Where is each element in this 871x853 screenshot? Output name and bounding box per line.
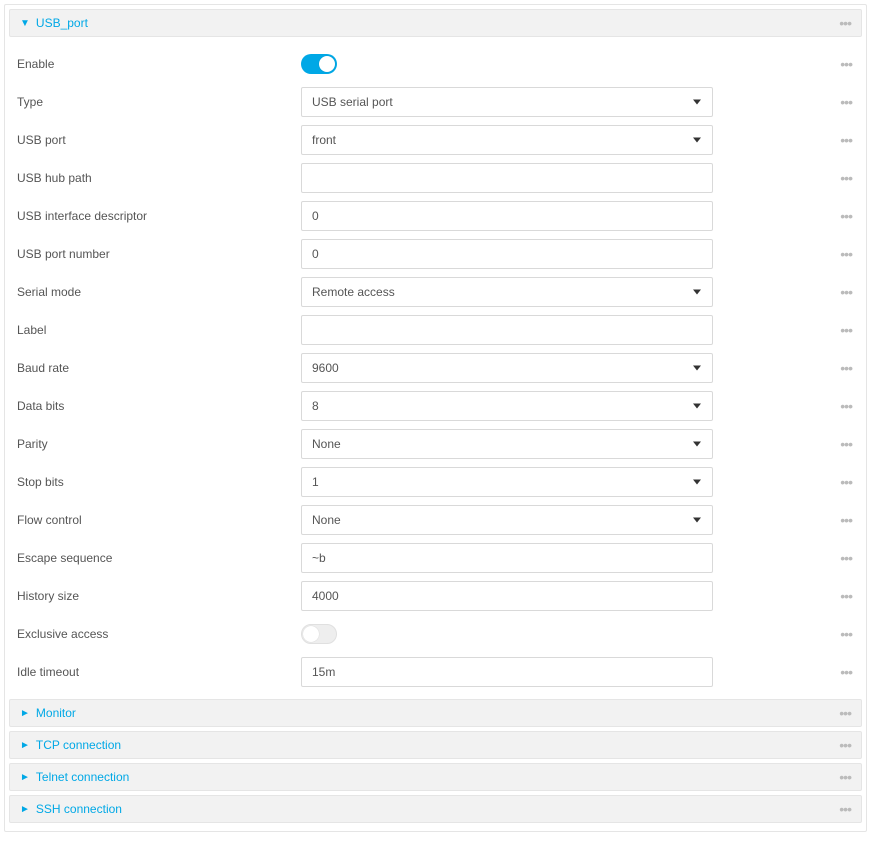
label-idle-timeout: Idle timeout	[11, 665, 301, 679]
label-parity: Parity	[11, 437, 301, 451]
caret-right-icon: ►	[20, 708, 30, 719]
toggle-enable[interactable]	[301, 54, 337, 74]
select-type[interactable]	[301, 87, 713, 117]
row-type: Type •••	[11, 83, 860, 121]
row-flow-control: Flow control •••	[11, 501, 860, 539]
row-menu-icon[interactable]: •••	[839, 15, 851, 31]
label-enable: Enable	[11, 57, 301, 71]
row-usb-hub-path: USB hub path •••	[11, 159, 860, 197]
row-stop-bits: Stop bits •••	[11, 463, 860, 501]
label-history-size: History size	[11, 589, 301, 603]
row-menu-icon[interactable]: •••	[840, 474, 860, 490]
row-exclusive-access: Exclusive access •••	[11, 615, 860, 653]
input-escape-sequence[interactable]	[301, 543, 713, 573]
section-header-telnet[interactable]: ► Telnet connection •••	[9, 763, 862, 791]
row-usb-port: USB port •••	[11, 121, 860, 159]
input-history-size[interactable]	[301, 581, 713, 611]
row-menu-icon[interactable]: •••	[840, 550, 860, 566]
row-menu-icon[interactable]: •••	[840, 588, 860, 604]
select-parity[interactable]	[301, 429, 713, 459]
label-escape-sequence: Escape sequence	[11, 551, 301, 565]
input-label[interactable]	[301, 315, 713, 345]
label-exclusive-access: Exclusive access	[11, 627, 301, 641]
select-usb-port[interactable]	[301, 125, 713, 155]
row-menu-icon[interactable]: •••	[840, 132, 860, 148]
select-serial-mode[interactable]	[301, 277, 713, 307]
row-menu-icon[interactable]: •••	[840, 322, 860, 338]
row-menu-icon[interactable]: •••	[840, 208, 860, 224]
label-data-bits: Data bits	[11, 399, 301, 413]
row-label: Label •••	[11, 311, 860, 349]
caret-down-icon: ▼	[20, 18, 30, 29]
section-header-tcp[interactable]: ► TCP connection •••	[9, 731, 862, 759]
label-usb-interface-descriptor: USB interface descriptor	[11, 209, 301, 223]
usb-port-panel: ▼ USB_port ••• Enable ••• Type •••	[4, 4, 867, 832]
row-menu-icon[interactable]: •••	[840, 512, 860, 528]
label-stop-bits: Stop bits	[11, 475, 301, 489]
select-data-bits[interactable]	[301, 391, 713, 421]
row-enable: Enable •••	[11, 45, 860, 83]
row-menu-icon[interactable]: •••	[840, 246, 860, 262]
form-body: Enable ••• Type ••• USB port	[5, 41, 866, 695]
row-serial-mode: Serial mode •••	[11, 273, 860, 311]
input-usb-hub-path[interactable]	[301, 163, 713, 193]
toggle-exclusive-access[interactable]	[301, 624, 337, 644]
caret-right-icon: ►	[20, 804, 30, 815]
row-menu-icon[interactable]: •••	[840, 626, 860, 642]
row-baud-rate: Baud rate •••	[11, 349, 860, 387]
row-usb-interface-descriptor: USB interface descriptor •••	[11, 197, 860, 235]
label-baud-rate: Baud rate	[11, 361, 301, 375]
label-usb-port: USB port	[11, 133, 301, 147]
section-title: USB_port	[36, 16, 839, 30]
subsections: ► Monitor ••• ► TCP connection ••• ► Tel…	[5, 699, 866, 831]
row-menu-icon[interactable]: •••	[840, 398, 860, 414]
input-usb-port-number[interactable]	[301, 239, 713, 269]
row-menu-icon[interactable]: •••	[840, 170, 860, 186]
caret-right-icon: ►	[20, 772, 30, 783]
row-menu-icon[interactable]: •••	[839, 705, 851, 721]
input-idle-timeout[interactable]	[301, 657, 713, 687]
section-header-monitor[interactable]: ► Monitor •••	[9, 699, 862, 727]
section-title-tcp: TCP connection	[36, 738, 839, 752]
row-data-bits: Data bits •••	[11, 387, 860, 425]
section-title-monitor: Monitor	[36, 706, 839, 720]
row-usb-port-number: USB port number •••	[11, 235, 860, 273]
row-history-size: History size •••	[11, 577, 860, 615]
label-type: Type	[11, 95, 301, 109]
section-header-ssh[interactable]: ► SSH connection •••	[9, 795, 862, 823]
row-menu-icon[interactable]: •••	[839, 801, 851, 817]
row-menu-icon[interactable]: •••	[840, 94, 860, 110]
section-title-telnet: Telnet connection	[36, 770, 839, 784]
label-usb-port-number: USB port number	[11, 247, 301, 261]
section-title-ssh: SSH connection	[36, 802, 839, 816]
row-escape-sequence: Escape sequence •••	[11, 539, 860, 577]
select-stop-bits[interactable]	[301, 467, 713, 497]
row-menu-icon[interactable]: •••	[840, 360, 860, 376]
row-menu-icon[interactable]: •••	[840, 436, 860, 452]
input-usb-interface-descriptor[interactable]	[301, 201, 713, 231]
row-menu-icon[interactable]: •••	[839, 737, 851, 753]
label-flow-control: Flow control	[11, 513, 301, 527]
select-baud-rate[interactable]	[301, 353, 713, 383]
row-menu-icon[interactable]: •••	[840, 56, 860, 72]
row-menu-icon[interactable]: •••	[840, 284, 860, 300]
caret-right-icon: ►	[20, 740, 30, 751]
label-label: Label	[11, 323, 301, 337]
row-menu-icon[interactable]: •••	[839, 769, 851, 785]
row-menu-icon[interactable]: •••	[840, 664, 860, 680]
section-header-usb-port[interactable]: ▼ USB_port •••	[9, 9, 862, 37]
row-idle-timeout: Idle timeout •••	[11, 653, 860, 691]
select-flow-control[interactable]	[301, 505, 713, 535]
row-parity: Parity •••	[11, 425, 860, 463]
label-serial-mode: Serial mode	[11, 285, 301, 299]
label-usb-hub-path: USB hub path	[11, 171, 301, 185]
